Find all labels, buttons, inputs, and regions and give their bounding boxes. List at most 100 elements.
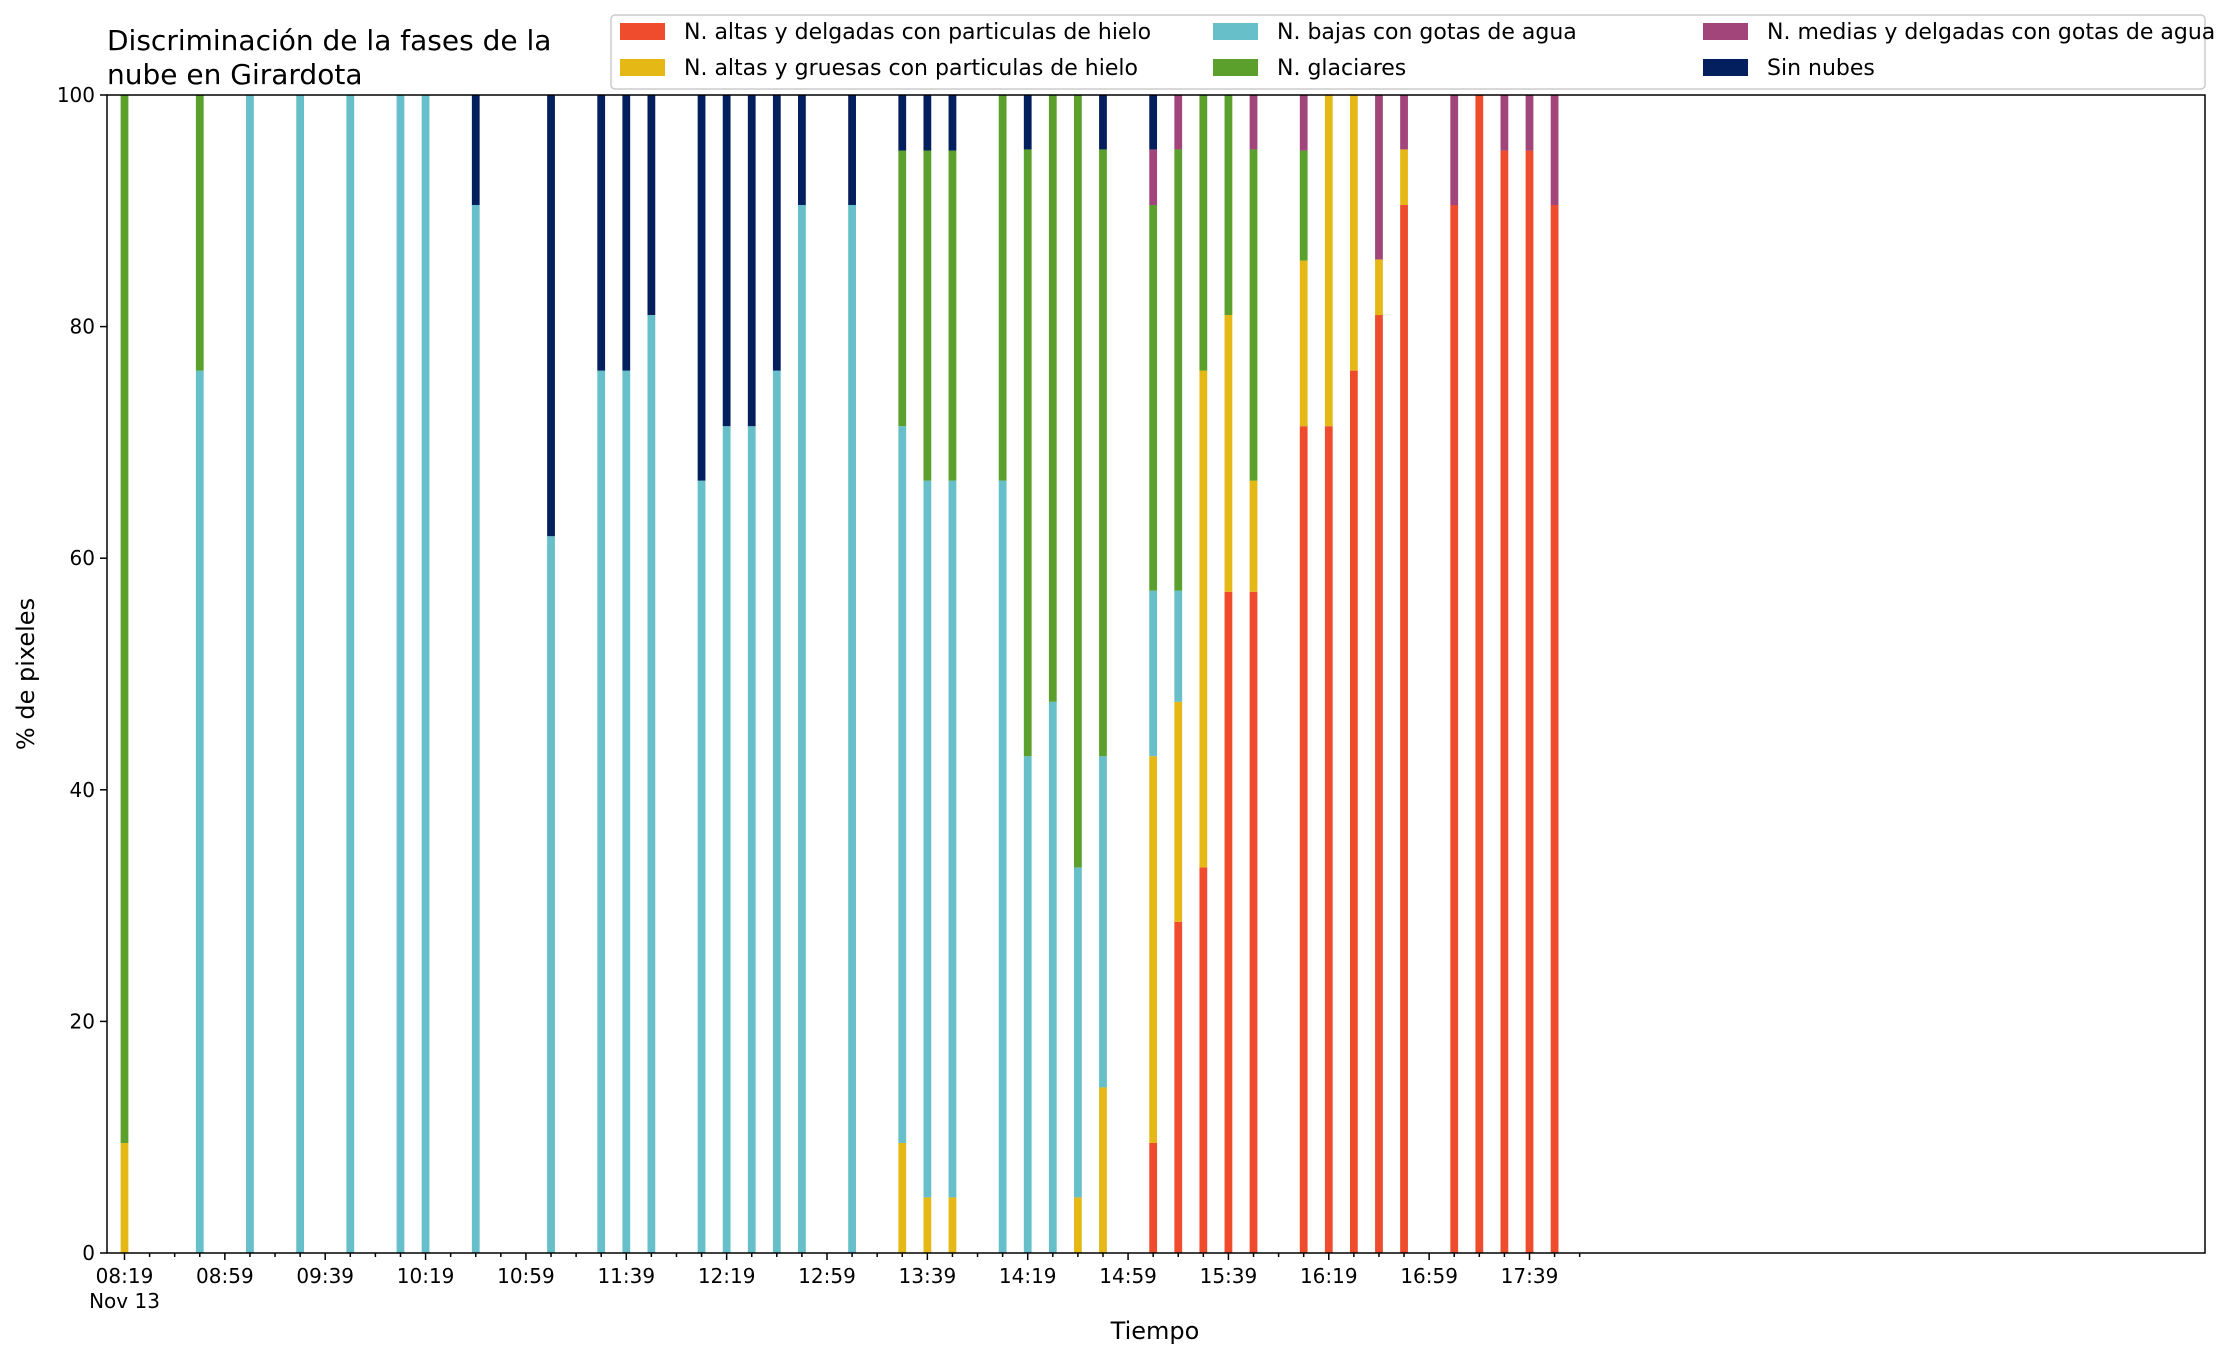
y-tick-label: 0 [82,1241,95,1265]
bar-segment-azul [722,95,731,427]
y-tick-label: 20 [70,1009,95,1033]
bar-segment-azul [1023,95,1032,150]
bar-segment-verde [923,150,932,481]
bar-segment-verde [1299,150,1308,261]
bar-segment-verde [120,95,129,1143]
legend-swatch-rojo [620,23,665,40]
bar-segment-verde [1149,205,1158,591]
bar-segment-amarillo [1249,480,1258,592]
bar-segment-cian [547,536,555,1253]
bar-segment-magenta [1299,95,1308,151]
bar-segment-azul [848,95,856,206]
x-tick-label: 08:59 [196,1264,254,1288]
bar-segment-magenta [1249,95,1258,150]
bar-segment-rojo [1400,205,1408,1253]
bar-segment-azul [697,95,706,481]
bar-segment-amarillo [1400,149,1408,206]
bar-segment-azul [597,95,606,371]
bar-segment-azul [923,95,932,151]
bar-segment-amarillo [1199,370,1208,868]
bars-layer [120,95,1559,1254]
bar-segment-cian [1149,590,1158,757]
bar-segment-magenta [1550,95,1559,206]
bar-segment-amarillo [948,1197,957,1253]
bar-segment-amarillo [898,1142,907,1253]
bar-segment-amarillo [1074,1197,1082,1253]
legend-label-cian: N. bajas con gotas de agua [1277,20,1577,45]
bar-segment-cian [396,95,405,1253]
chart-title: Discriminación de la fases de la nube en … [107,24,551,91]
bar-segment-cian [647,315,656,1253]
x-tick-label: 11:39 [597,1264,655,1288]
bar-segment-amarillo [120,1142,129,1253]
x-tick-label: 16:59 [1400,1264,1458,1288]
bar-segment-rojo [1500,150,1509,1254]
bar-segment-cian [346,95,355,1253]
bar-segment-cian [195,370,204,1254]
bar-segment-amarillo [1149,756,1158,1143]
bar-segment-azul [798,95,806,206]
x-tick-label: 15:39 [1200,1264,1258,1288]
bar-segment-cian [1023,756,1032,1253]
legend-label-magenta: N. medias y delgadas con gotas de agua [1767,20,2215,45]
bar-segment-azul [622,95,631,371]
bar-segment-verde [1224,95,1233,316]
bar-segment-amarillo [1224,315,1233,592]
y-tick-label: 80 [70,315,95,339]
bar-segment-cian [1174,590,1183,702]
legend-swatch-azul [1703,59,1748,76]
x-tick-label: 17:39 [1501,1264,1559,1288]
bar-segment-cian [722,426,731,1253]
x-tick-label: 14:19 [999,1264,1057,1288]
legend: N. altas y delgadas con particulas de hi… [610,14,2215,90]
bar-segment-rojo [1450,205,1459,1253]
legend-swatch-amarillo [620,59,665,76]
bar-segment-cian [948,480,957,1198]
bar-segment-magenta [1525,95,1534,151]
bar-segment-rojo [1174,921,1183,1253]
bar-segment-verde [1174,149,1183,591]
bar-segment-amarillo [1174,701,1183,922]
bar-segment-magenta [1400,95,1408,150]
bar-segment-verde [1074,95,1082,868]
bar-segment-rojo [1525,150,1534,1254]
bar-segment-cian [898,426,907,1143]
legend-label-amarillo: N. altas y gruesas con particulas de hie… [684,56,1138,81]
bar-segment-verde [1199,95,1208,371]
bar-segment-rojo [1299,426,1308,1253]
bar-segment-verde [1023,149,1032,757]
bar-segment-azul [471,95,480,206]
bar-segment-cian [923,480,932,1198]
x-tick-label: 12:59 [798,1264,856,1288]
y-axis-label: % de pixeles [12,598,40,750]
legend-label-verde: N. glaciares [1277,56,1406,81]
bar-segment-azul [1149,95,1158,150]
bar-segment-cian [798,205,806,1253]
y-tick-label: 60 [70,546,95,570]
bar-segment-azul [747,95,756,427]
bar-segment-amarillo [1375,259,1383,316]
bar-segment-rojo [1375,315,1383,1253]
bar-segment-amarillo [1324,95,1333,427]
bar-segment-rojo [1249,591,1258,1253]
bar-segment-cian [622,370,631,1254]
bar-segment-amarillo [1299,260,1308,427]
bar-segment-azul [898,95,907,151]
y-axis: 0 20 40 60 80 100 [57,83,107,1265]
bar-segment-amarillo [923,1197,932,1253]
y-tick-label: 100 [57,83,95,107]
bar-segment-azul [547,95,555,537]
bar-segment-cian [471,205,480,1253]
bar-segment-verde [1099,149,1107,757]
x-tick-label: 10:19 [397,1264,455,1288]
bar-segment-cian [1048,701,1057,1253]
bar-segment-cian [848,205,856,1253]
legend-label-azul: Sin nubes [1767,56,1875,81]
bar-segment-verde [998,95,1007,481]
bar-segment-rojo [1349,370,1358,1254]
x-tick-label: 10:59 [497,1264,555,1288]
legend-frame [610,14,2206,90]
bar-segment-azul [772,95,781,371]
